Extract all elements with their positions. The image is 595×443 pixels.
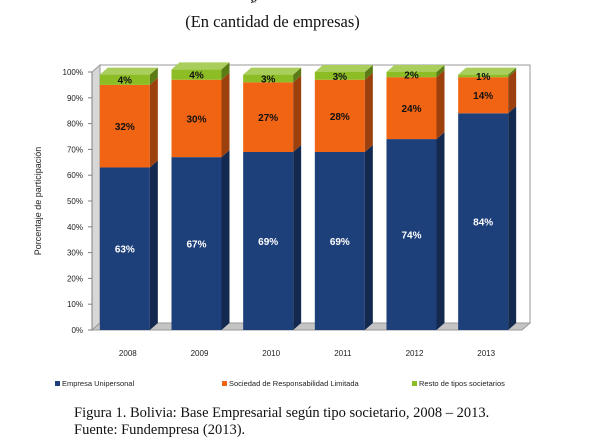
bar-segment-side xyxy=(149,160,158,330)
bar-segment-side xyxy=(364,144,373,330)
x-tick-label: 2013 xyxy=(477,349,495,358)
caption-source: Fuente: Fundempresa (2013). xyxy=(74,422,246,438)
bar-top-face xyxy=(243,67,302,75)
chart-subtitle: (En cantidad de empresas) xyxy=(185,12,360,31)
bar-segment-side xyxy=(436,132,445,330)
bar-top-face xyxy=(458,67,517,75)
bar-segment-side xyxy=(221,72,230,158)
bar-segment-side xyxy=(364,72,373,152)
data-label: 32% xyxy=(115,122,135,133)
bar-segment-side xyxy=(508,67,517,78)
y-tick-label: 10% xyxy=(67,300,83,309)
x-tick-label: 2011 xyxy=(334,349,352,358)
figure-caption: Figura 1. Bolivia: Base Empresarial segú… xyxy=(74,405,489,439)
data-label: 14% xyxy=(473,91,493,102)
data-label: 30% xyxy=(186,114,206,125)
bar-segment xyxy=(243,151,294,330)
y-tick-label: 70% xyxy=(67,145,83,154)
x-tick-label: 2012 xyxy=(406,349,424,358)
bar-top-face xyxy=(386,65,445,72)
x-tick-label: 2010 xyxy=(262,349,280,358)
data-label: 3% xyxy=(261,74,276,85)
bar-segment-side xyxy=(436,70,445,140)
data-label: 24% xyxy=(401,104,421,115)
caption-title: Figura 1. Bolivia: Base Empresarial segú… xyxy=(74,405,490,421)
legend-label: Resto de tipos societarios xyxy=(419,379,505,388)
plot-side-wall xyxy=(91,63,101,332)
bar-segment xyxy=(314,72,365,80)
data-label: 27% xyxy=(258,113,278,124)
legend-swatch xyxy=(55,381,60,386)
legend-label: Sociedad de Responsabilidad Limitada xyxy=(229,379,360,388)
bar-segment-side xyxy=(364,65,373,80)
bar-segment xyxy=(243,74,294,83)
data-label: 69% xyxy=(258,237,278,248)
data-label: 67% xyxy=(186,240,206,251)
data-label: 1% xyxy=(476,72,491,83)
y-tick-label: 20% xyxy=(67,274,83,283)
bar-segment-side xyxy=(293,67,302,83)
y-tick-label: 90% xyxy=(67,94,83,103)
bar-segment xyxy=(243,82,294,152)
bar-segment xyxy=(386,139,437,330)
bar-segment-side xyxy=(221,62,230,80)
bar-segment-side xyxy=(293,144,302,330)
y-tick-label: 80% xyxy=(67,120,83,129)
bar-top-face xyxy=(314,65,373,72)
data-label: 3% xyxy=(333,72,348,83)
y-tick-label: 40% xyxy=(67,223,83,232)
legend-label: Empresa Unipersonal xyxy=(62,379,134,388)
bar-segment xyxy=(99,167,150,330)
data-label: 69% xyxy=(330,237,350,248)
bar-segment xyxy=(314,151,365,330)
bar-segment-side xyxy=(149,77,158,168)
y-tick-label: 60% xyxy=(67,171,83,180)
y-tick-label: 100% xyxy=(63,68,83,77)
bar-segment xyxy=(458,77,509,114)
data-label: 28% xyxy=(330,112,350,123)
bar-segment xyxy=(458,113,509,330)
bar-segment-side xyxy=(149,67,158,85)
bar-segment-side xyxy=(436,65,445,78)
data-label: 74% xyxy=(401,231,421,242)
legend-swatch xyxy=(222,381,227,386)
cut-off-title-fragment: g xyxy=(250,0,350,3)
bar-segment xyxy=(386,77,437,140)
x-tick-label: 2009 xyxy=(191,349,209,358)
y-axis-title: Porcentaje de participación xyxy=(33,147,43,256)
data-label: 4% xyxy=(189,71,204,82)
y-tick-label: 50% xyxy=(67,197,83,206)
bar-segment xyxy=(171,69,222,80)
data-label: 2% xyxy=(404,71,419,82)
bar-segment-side xyxy=(508,106,517,330)
y-tick-label: 0% xyxy=(71,326,83,335)
data-label: 63% xyxy=(115,245,135,256)
bar-top-face xyxy=(99,67,158,75)
bar-segment-side xyxy=(508,70,517,114)
bar-segment xyxy=(314,79,365,152)
x-tick-label: 2008 xyxy=(119,349,137,358)
bar-top-face xyxy=(171,62,230,70)
bar-segment xyxy=(171,79,222,158)
y-tick-label: 30% xyxy=(67,249,83,258)
data-label: 84% xyxy=(473,218,493,229)
bar-segment-side xyxy=(293,75,302,152)
legend-swatch xyxy=(412,381,417,386)
bar-segment xyxy=(386,72,437,78)
bar-segment-side xyxy=(221,150,230,330)
data-label: 4% xyxy=(118,76,133,87)
bar-segment xyxy=(99,84,150,168)
stacked-bar-chart: 0% 10% 20% 30% 40% 50% 60% 70% 80% 90% 100% Porcent… xyxy=(33,62,532,388)
bar-segment xyxy=(99,74,150,85)
bar-segment xyxy=(458,74,509,78)
bar-segment xyxy=(171,157,222,330)
